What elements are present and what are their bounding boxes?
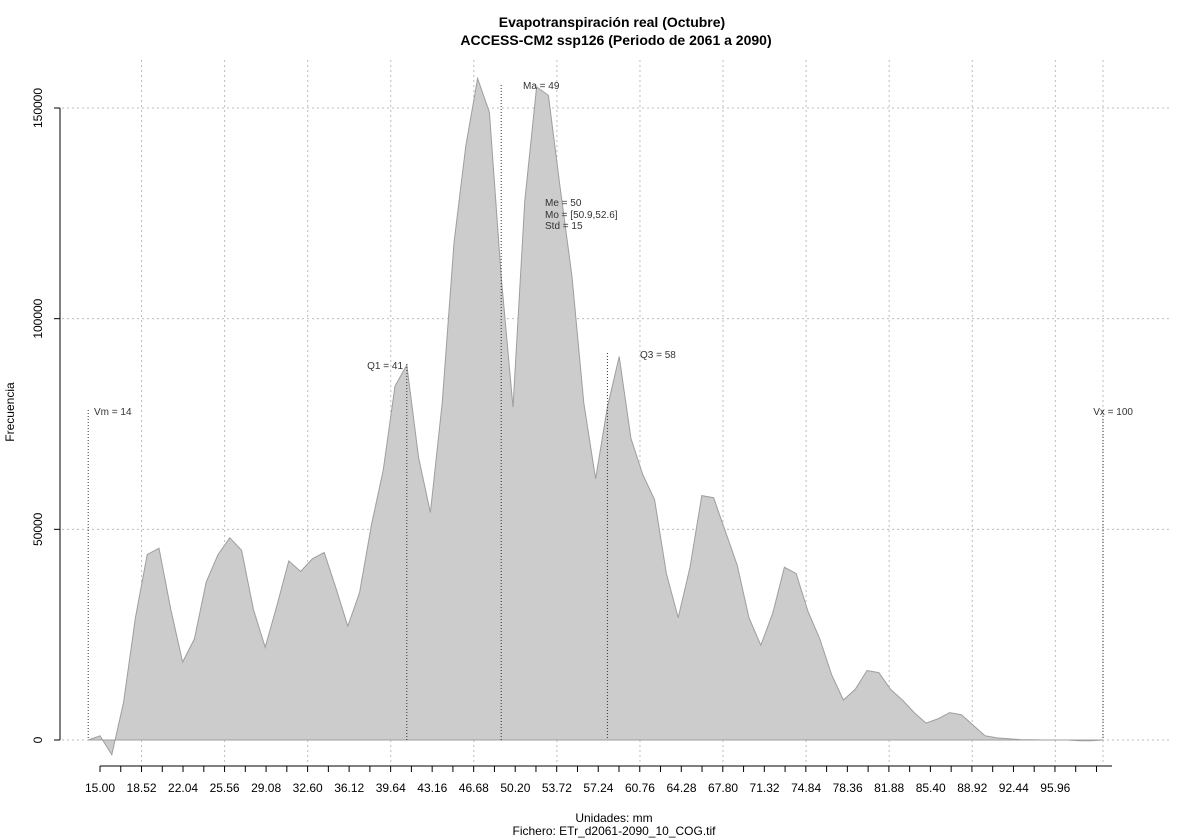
- x-tick-label: 43.16: [417, 781, 447, 795]
- x-tick-label: 95.96: [1040, 781, 1070, 795]
- q3-label: Q3 = 58: [640, 350, 676, 361]
- x-tick-label: 15.00: [85, 781, 115, 795]
- x-tick-label: 67.80: [708, 781, 738, 795]
- x-tick-label: 32.60: [293, 781, 323, 795]
- x-tick-label: 18.52: [127, 781, 157, 795]
- x-tick-label: 92.44: [999, 781, 1029, 795]
- median-label: Me = 50: [545, 198, 582, 209]
- q1-label: Q1 = 41: [367, 361, 403, 372]
- x-tick-label: 36.12: [334, 781, 364, 795]
- y-tick-label: 100000: [31, 298, 45, 338]
- y-tick-label: 150000: [31, 88, 45, 128]
- chart-title: Evapotranspiración real (Octubre): [499, 14, 725, 30]
- y-axis-label: Frecuencia: [3, 382, 17, 442]
- vx-label: Vx = 100: [1093, 407, 1133, 418]
- std-label: Std = 15: [545, 221, 583, 232]
- x-tick-label: 71.32: [750, 781, 780, 795]
- x-axis: 15.00 18.52 22.04 25.56 29.08 32.60 36.12 39.64…: [85, 765, 1112, 795]
- statistic-lines: [87, 85, 1104, 740]
- x-tick-label: 81.88: [874, 781, 904, 795]
- y-tick-label: 0: [31, 736, 45, 743]
- x-tick-label: 60.76: [625, 781, 655, 795]
- x-tick-label: 53.72: [542, 781, 572, 795]
- x-tick-label: 39.64: [376, 781, 406, 795]
- ma-label: Ma = 49: [523, 81, 560, 92]
- file-caption: Fichero: ETr_d2061-2090_10_COG.tif: [513, 824, 717, 838]
- x-tick-label: 29.08: [251, 781, 281, 795]
- x-tick-label: 50.20: [500, 781, 530, 795]
- frequency-polygon: [88, 76, 1104, 756]
- x-tick-label: 64.28: [666, 781, 696, 795]
- x-tick-label: 25.56: [210, 781, 240, 795]
- y-axis: 0 50000 100000 150000: [31, 88, 61, 743]
- x-tick-label: 22.04: [168, 781, 198, 795]
- x-tick-label: 85.40: [916, 781, 946, 795]
- x-tick-label: 74.84: [791, 781, 821, 795]
- x-tick-label: 57.24: [583, 781, 613, 795]
- mode-label: Mo = [50.9,52.6]: [545, 210, 618, 221]
- chart-subtitle: ACCESS-CM2 ssp126 (Periodo de 2061 a 209…: [460, 32, 771, 48]
- x-tick-label: 46.68: [459, 781, 489, 795]
- y-tick-label: 50000: [31, 512, 45, 546]
- x-tick-label: 78.36: [833, 781, 863, 795]
- frequency-area: [88, 76, 1104, 756]
- x-tick-label: 88.92: [957, 781, 987, 795]
- x-axis-label: Unidades: mm: [575, 811, 652, 825]
- vm-label: Vm = 14: [94, 407, 132, 418]
